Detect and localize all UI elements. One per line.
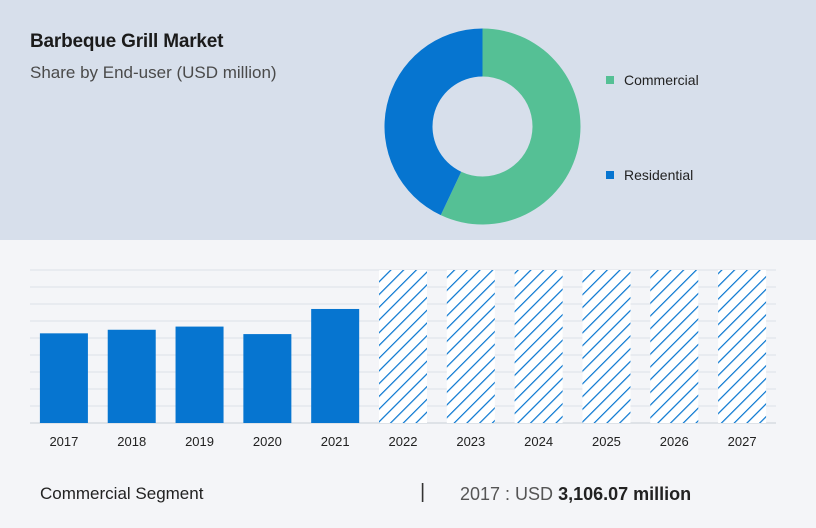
footer-separator: : USD (500, 484, 559, 504)
legend-item-commercial: Commercial (606, 72, 699, 88)
bar-2019 (175, 326, 224, 423)
legend-label-residential: Residential (624, 167, 694, 183)
footer-segment-label: Commercial Segment (40, 484, 204, 503)
legend-item-residential: Residential (606, 167, 693, 183)
forecast-bar-2027 (718, 270, 767, 423)
x-tick-label-2023: 2023 (456, 434, 485, 449)
donut-chart (384, 28, 581, 225)
bar-2018 (107, 329, 156, 423)
x-tick-label-2019: 2019 (185, 434, 214, 449)
chart-subtitle: Share by End-user (USD million) (30, 63, 277, 82)
x-tick-label-2025: 2025 (592, 434, 621, 449)
bar-2020 (243, 334, 292, 423)
donut-slice-residential (384, 28, 483, 216)
legend-label-commercial: Commercial (624, 72, 699, 88)
chart-title: Barbeque Grill Market (30, 31, 224, 52)
footer-divider: | (420, 481, 426, 503)
forecast-bar-2024 (514, 270, 563, 423)
x-tick-label-2018: 2018 (117, 434, 146, 449)
donut-slice-commercial (440, 28, 581, 225)
x-tick-label-2020: 2020 (253, 434, 282, 449)
legend-swatch-commercial (606, 76, 614, 84)
x-tick-label-2024: 2024 (524, 434, 553, 449)
forecast-bar-2025 (582, 270, 631, 423)
forecast-bar-2026 (650, 270, 699, 423)
legend-swatch-residential (606, 171, 614, 179)
forecast-bar-2023 (446, 270, 495, 423)
footer-amount: 3,106.07 million (558, 484, 692, 504)
footer-value: 2017 : USD 3,106.07 million (460, 484, 691, 505)
x-tick-label-2021: 2021 (321, 434, 350, 449)
footer-year: 2017 (460, 484, 501, 504)
bar-2021 (311, 308, 360, 423)
forecast-bar-2022 (379, 270, 427, 423)
x-tick-label-2026: 2026 (660, 434, 689, 449)
bar-chart: 2017 2018 2019 2020 2021 2022 2023 2024 2025 2026… (30, 269, 776, 449)
x-tick-label-2022: 2022 (389, 434, 418, 449)
x-tick-label-2027: 2027 (728, 434, 757, 449)
x-tick-label-2017: 2017 (49, 434, 78, 449)
bar-2017 (39, 333, 88, 423)
